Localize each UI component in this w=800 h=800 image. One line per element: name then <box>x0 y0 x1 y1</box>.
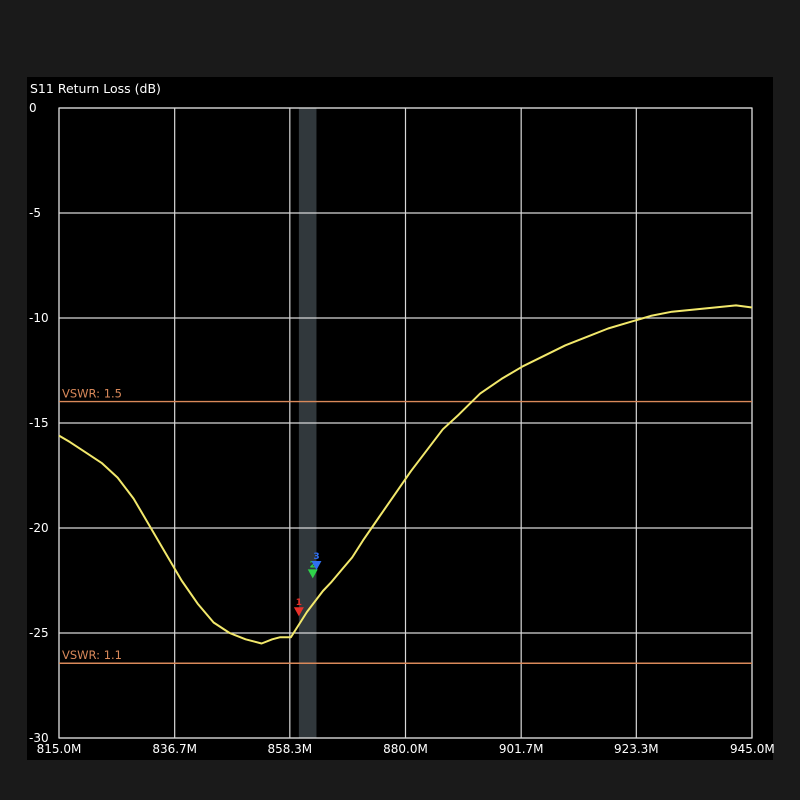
y-tick-label: -25 <box>29 626 49 640</box>
x-tick-label: 880.0M <box>383 742 428 756</box>
vswr-reference-label: VSWR: 1.5 <box>62 387 122 401</box>
x-tick-label: 815.0M <box>37 742 82 756</box>
vswr-reference-label: VSWR: 1.1 <box>62 648 122 662</box>
tick-labels-layer: 815.0M 836.7M 858.3M 880.0M 901.7M 923.3M 945.… <box>29 101 775 756</box>
y-tick-label: -15 <box>29 416 49 430</box>
x-tick-label: 901.7M <box>499 742 544 756</box>
chart-title: S11 Return Loss (dB) <box>30 81 161 96</box>
marker-label: 3 <box>313 552 319 562</box>
marker-label: 1 <box>296 598 302 608</box>
marker-triangle <box>311 561 322 570</box>
plot-border <box>58 107 753 739</box>
y-tick-label: -10 <box>29 311 49 325</box>
return-loss-trace <box>58 304 753 645</box>
x-tick-label: 836.7M <box>152 742 197 756</box>
marker-triangle <box>293 607 304 617</box>
marker-triangle <box>307 569 318 579</box>
x-tick-label: 923.3M <box>614 742 659 756</box>
x-tick-label: 858.3M <box>267 742 312 756</box>
y-tick-label: -5 <box>29 206 41 220</box>
x-tick-label: 945.0M <box>730 742 775 756</box>
analyzer-screen <box>27 77 773 760</box>
series-layer <box>58 304 753 645</box>
markers-layer: 1 23 <box>293 552 322 617</box>
y-tick-label: -20 <box>29 521 49 535</box>
reference-lines-layer: VSWR: 1.5 VSWR: 1.1 <box>59 387 752 664</box>
grid-layer <box>58 107 753 739</box>
y-tick-label: -30 <box>29 731 49 745</box>
marker-label: 2 <box>310 560 316 570</box>
y-tick-label: 0 <box>29 101 37 115</box>
